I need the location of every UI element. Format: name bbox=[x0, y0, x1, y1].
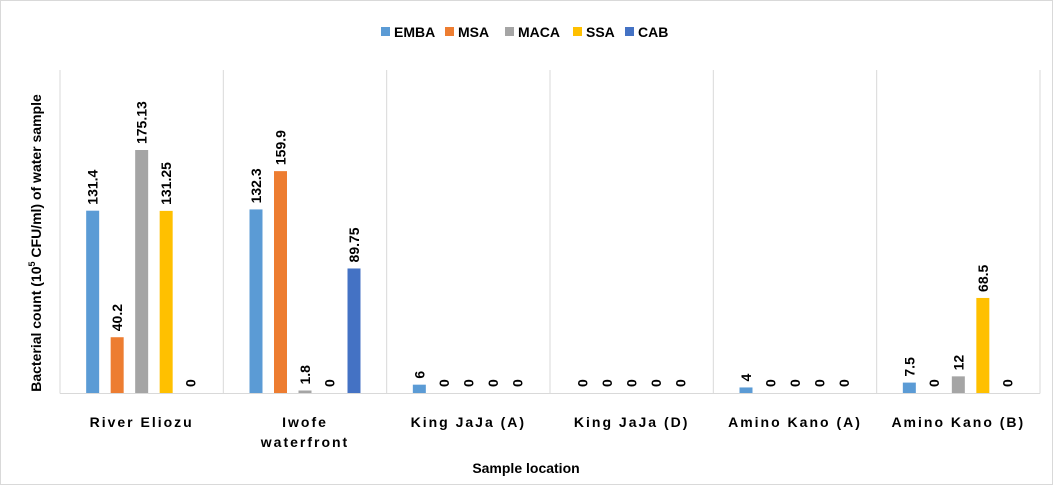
x-axis-title: Sample location bbox=[472, 460, 579, 476]
bars bbox=[86, 150, 990, 393]
bar-ssa-5 bbox=[976, 297, 990, 393]
legend-swatch-maca bbox=[505, 27, 514, 36]
data-label-ssa-3: 0 bbox=[648, 379, 664, 387]
data-label-maca-1: 1.8 bbox=[297, 365, 313, 385]
data-label-maca-4: 0 bbox=[787, 379, 803, 387]
legend: EMBA MSA MACA SSA CAB bbox=[381, 24, 668, 40]
x-tick-label-2: King JaJa (A) bbox=[411, 414, 526, 430]
data-label-cab-0: 0 bbox=[183, 379, 199, 387]
data-label-maca-0: 175.13 bbox=[134, 101, 150, 144]
bar-emba-0 bbox=[86, 210, 100, 393]
data-label-maca-3: 0 bbox=[624, 379, 640, 387]
x-tick-label-1: Iwofe bbox=[282, 414, 328, 430]
x-tick-label-3: King JaJa (D) bbox=[574, 414, 689, 430]
data-label-cab-2: 0 bbox=[509, 379, 525, 387]
data-label-ssa-5: 68.5 bbox=[975, 264, 991, 291]
data-label-ssa-2: 0 bbox=[485, 379, 501, 387]
data-label-msa-0: 40.2 bbox=[109, 304, 125, 331]
y-axis-title-part2: CFU/ml) of water sample bbox=[28, 94, 44, 261]
bar-cab-1 bbox=[347, 268, 361, 393]
data-label-emba-0: 131.4 bbox=[85, 169, 101, 204]
bar-emba-5 bbox=[902, 382, 916, 393]
category-separators bbox=[59, 70, 1041, 394]
legend-swatch-ssa bbox=[573, 27, 582, 36]
legend-swatch-msa bbox=[445, 27, 454, 36]
x-tick-label-5: Amino Kano (B) bbox=[891, 414, 1025, 430]
bar-msa-1 bbox=[274, 171, 287, 393]
bar-emba-2 bbox=[412, 384, 426, 393]
x-tick-label-0: River Eliozu bbox=[90, 414, 194, 430]
bar-maca-5 bbox=[951, 376, 965, 393]
bar-emba-1 bbox=[249, 209, 263, 393]
data-label-emba-4: 4 bbox=[738, 373, 754, 381]
data-label-cab-5: 0 bbox=[999, 379, 1015, 387]
data-label-emba-3: 0 bbox=[575, 379, 591, 387]
data-label-ssa-1: 0 bbox=[322, 379, 338, 387]
bar-maca-1 bbox=[298, 390, 312, 393]
data-label-msa-4: 0 bbox=[763, 379, 779, 387]
legend-swatch-emba bbox=[381, 27, 390, 36]
data-label-maca-2: 0 bbox=[460, 379, 476, 387]
y-axis-title: Bacterial count (105 CFU/ml) of water sa… bbox=[27, 94, 44, 392]
data-label-emba-5: 7.5 bbox=[901, 357, 917, 377]
legend-label-msa: MSA bbox=[458, 24, 489, 40]
bar-msa-0 bbox=[110, 337, 124, 393]
data-labels: 131.4 40.2 175.13 131.25 0 132.3 159.9 1.8 0 89.7… bbox=[85, 101, 1016, 387]
legend-label-ssa: SSA bbox=[586, 24, 615, 40]
data-label-msa-1: 159.9 bbox=[273, 130, 289, 165]
data-label-ssa-0: 131.25 bbox=[158, 162, 174, 205]
data-label-emba-1: 132.3 bbox=[248, 168, 264, 203]
data-label-maca-5: 12 bbox=[950, 355, 966, 371]
x-tick-labels: River Eliozu Iwofe waterfront King JaJa (A)… bbox=[90, 414, 1025, 450]
data-label-ssa-4: 0 bbox=[812, 379, 828, 387]
legend-label-maca: MACA bbox=[518, 24, 560, 40]
bar-maca-0 bbox=[135, 150, 149, 393]
bar-ssa-0 bbox=[159, 210, 173, 393]
x-tick-label-1: waterfront bbox=[260, 434, 349, 450]
data-label-msa-2: 0 bbox=[436, 379, 452, 387]
y-axis-title-part1: Bacterial count (10 bbox=[28, 266, 44, 391]
data-label-cab-4: 0 bbox=[836, 379, 852, 387]
data-label-cab-1: 89.75 bbox=[346, 227, 362, 262]
legend-swatch-cab bbox=[625, 27, 634, 36]
y-axis-title-superscript: 5 bbox=[27, 261, 37, 266]
legend-label-emba: EMBA bbox=[394, 24, 435, 40]
data-label-msa-3: 0 bbox=[599, 379, 615, 387]
x-tick-label-4: Amino Kano (A) bbox=[728, 414, 862, 430]
bar-emba-4 bbox=[739, 387, 753, 393]
data-label-msa-5: 0 bbox=[926, 379, 942, 387]
legend-label-cab: CAB bbox=[638, 24, 668, 40]
data-label-cab-3: 0 bbox=[673, 379, 689, 387]
data-label-emba-2: 6 bbox=[411, 371, 427, 379]
